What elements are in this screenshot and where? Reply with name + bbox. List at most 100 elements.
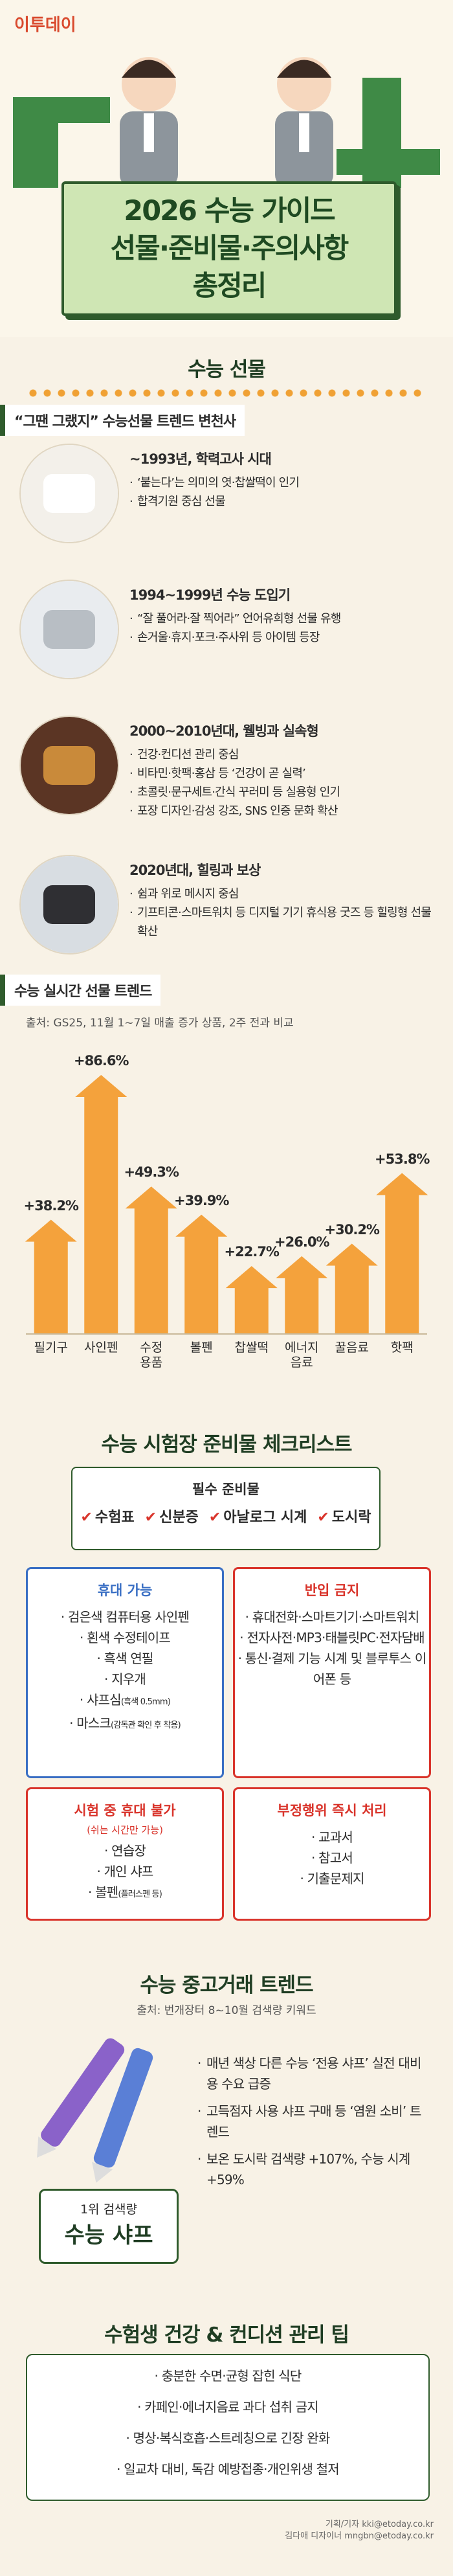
title-box: 2026 수능 가이드 선물·준비물·주의사항 총정리 (61, 181, 397, 316)
required-box: 필수 준비물 수험표 신분증 아날로그 시계 도시락 (71, 1467, 381, 1550)
era-image (19, 855, 119, 955)
item-text: 통신·결제 기능 시계 및 블루투스 이어폰 등 (245, 1651, 427, 1687)
cheating-box: 부정행위 즉시 처리교과서참고서기출문제지 (233, 1787, 431, 1921)
health-item: 충분한 수면·균형 잡힌 식단 (27, 2360, 428, 2391)
era-illustration (21, 581, 118, 678)
health-item: 일교차 대비, 독감 예방접종·개인위생 철저 (27, 2454, 428, 2485)
object (43, 885, 95, 924)
item-text: 마스크 (76, 1715, 111, 1731)
bar (225, 1266, 278, 1334)
bar (276, 1256, 328, 1334)
era-text: ~1993년, 학력고사 시대 ‘붙는다’는 의미의 엿·찹쌀떡이 인기합격기원 … (129, 449, 434, 511)
list-item: 마스크(감독관 확인 후 착용) (28, 1713, 222, 1736)
required-item: 도시락 (317, 1506, 371, 1526)
era: 1994~1999년 수능 도입기 “잘 풀어라·잘 찍어라” 언어유희형 선물 … (13, 567, 440, 696)
title-line: 선물·준비물·주의사항 (110, 232, 349, 265)
item-text: 전자사전·MP3·태블릿PC·전자담배 (247, 1630, 425, 1645)
era: ~1993년, 학력고사 시대 ‘붙는다’는 의미의 엿·찹쌀떡이 인기합격기원 … (13, 431, 440, 560)
section-heading: 수능 선물 (188, 358, 266, 381)
era-item: 쉼과 위로 메시지 중심 (129, 885, 434, 903)
credit: 기획/기자 kki@etoday.co.kr (325, 2520, 434, 2529)
pens-illustration (37, 2038, 153, 2183)
list-item: 흑색 연필 (28, 1648, 222, 1669)
list-item: 교과서 (235, 1827, 429, 1847)
item-text: 볼펜 (95, 1884, 118, 1900)
source: 출처: 번개장터 8~10월 검색량 키워드 (137, 2004, 316, 2017)
era-illustration (21, 856, 118, 953)
item-text: 교과서 (318, 1829, 353, 1845)
box-title: 휴대 가능 (97, 1583, 153, 1598)
item-text: 검은색 컴퓨터용 사인펜 (68, 1609, 190, 1625)
value-label: +30.2% (324, 1221, 380, 1237)
box-subtitle: (쉬는 시간만 가능) (87, 1824, 163, 1836)
list-item: 검은색 컴퓨터용 사인펜 (28, 1607, 222, 1627)
era-item: 초콜릿·문구세트·간식 꾸러미 등 실용형 인기 (129, 783, 434, 802)
chart-title: 수능 실시간 선물 트렌드 (0, 975, 161, 1006)
x-tick-label: 꿀음료 (335, 1340, 369, 1355)
chart-plot (25, 1075, 428, 1335)
bar (175, 1214, 228, 1334)
x-tick-label: 에너지 음료 (285, 1340, 319, 1370)
required-item: 수험표 (80, 1506, 135, 1526)
list-item: 기출문제지 (235, 1868, 429, 1889)
list-item: 전자사전·MP3·태블릿PC·전자담배 (235, 1627, 429, 1648)
era-illustration (21, 445, 118, 542)
health-item: 명상·복식호흡·스트레칭으로 긴장 완화 (27, 2423, 428, 2454)
value-label: +22.7% (224, 1244, 280, 1260)
x-tick-label: 찹쌀떡 (234, 1340, 269, 1355)
era: 2000~2010년대, 웰빙과 실속형건강·컨디션 관리 중심비타민·핫팩·홍… (13, 703, 440, 832)
era-item: 비타민·핫팩·홍삼 등 ‘건강이 곧 실력’ (129, 764, 434, 783)
bar (326, 1243, 378, 1334)
title-line: 2026 수능 가이드 (124, 195, 335, 227)
value-label: +39.9% (174, 1192, 229, 1208)
object (43, 610, 95, 649)
section-heading: 수험생 건강 & 컨디션 관리 팁 (104, 2323, 349, 2347)
badge-small: 1위 검색량 (80, 2202, 138, 2217)
era-item: 합격기원 중심 선물 (129, 492, 434, 511)
x-tick-label: 수정 용품 (140, 1340, 163, 1370)
era-title: ~1993년, 학력고사 시대 (129, 451, 272, 467)
era-title: 2020년대, 힐링과 보상 (129, 863, 261, 878)
x-tick-label: 필기구 (34, 1340, 68, 1355)
list-item: 연습장 (28, 1840, 222, 1861)
required-item: 신분증 (145, 1506, 199, 1526)
item-text: 휴대전화·스마트기기·스마트워치 (252, 1609, 419, 1625)
bar (25, 1219, 77, 1334)
item-text: 기출문제지 (307, 1871, 365, 1886)
bar (75, 1075, 127, 1334)
market-item: 매년 색상 다른 수능 ‘전용 샤프’ 실전 대비용 수요 급증 (197, 2053, 430, 2094)
sub-heading: “그땐 그랬지” 수능선물 트렌드 변천사 (0, 405, 245, 436)
bar (376, 1173, 428, 1334)
item-text: 개인 샤프 (104, 1864, 154, 1879)
list-item: 흰색 수정테이프 (28, 1627, 222, 1648)
item-text: 샤프심 (87, 1692, 122, 1708)
list-item: 통신·결제 기능 시계 및 블루투스 이어폰 등 (235, 1648, 429, 1689)
header: 이투데이 2026 수능 가이드 선물·준비물·주의사항 총정리 (0, 0, 453, 337)
box-title: 시험 중 휴대 불가 (74, 1803, 176, 1818)
health-list: 충분한 수면·균형 잡힌 식단카페인·에너지음료 과다 섭취 금지명상·복식호흡… (26, 2354, 430, 2501)
object (43, 746, 95, 785)
required-item: 아날로그 시계 (209, 1506, 307, 1526)
item-text: 지우개 (111, 1671, 146, 1687)
era-illustration (21, 717, 118, 814)
chart-subtitle: 출처: GS25, 11월 1~7일 매출 증가 상품, 2주 전과 비교 (26, 1017, 294, 1030)
item-text: 참고서 (318, 1850, 353, 1866)
era-item: 기프티콘·스마트워치 등 디지털 기기 휴식용 굿즈 등 힐링형 선물 확산 (129, 903, 434, 941)
market-list: 매년 색상 다른 수능 ‘전용 샤프’ 실전 대비용 수요 급증고득점자 사용 … (197, 2053, 430, 2197)
era-title: 2000~2010년대, 웰빙과 실속형 (129, 723, 319, 739)
title-line: 총정리 (192, 270, 267, 302)
list-item: 개인 샤프 (28, 1861, 222, 1882)
list-item: 샤프심(흑색 0.5mm) (28, 1689, 222, 1713)
era-title: 1994~1999년 수능 도입기 (129, 587, 291, 603)
era: 2020년대, 힐링과 보상쉼과 위로 메시지 중심기프티콘·스마트워치 등 디… (13, 842, 440, 971)
section-heading: 수능 시험장 준비물 체크리스트 (101, 1433, 352, 1456)
box-title: 반입 금지 (304, 1583, 360, 1598)
x-tick-label: 핫팩 (390, 1340, 414, 1355)
logo: 이투데이 (14, 16, 76, 35)
era-text: 2000~2010년대, 웰빙과 실속형건강·컨디션 관리 중심비타민·핫팩·홍… (129, 721, 434, 820)
item-text: 연습장 (111, 1843, 146, 1859)
health-item: 카페인·에너지음료 과다 섭취 금지 (27, 2391, 428, 2423)
era-item: “잘 풀어라·잘 찍어라” 언어유희형 선물 유행 (129, 609, 434, 628)
no-carry-box: 시험 중 휴대 불가 (쉬는 시간만 가능) 연습장개인 샤프볼펜(플러스펜 등) (26, 1787, 224, 1921)
value-label: +38.2% (23, 1197, 79, 1214)
